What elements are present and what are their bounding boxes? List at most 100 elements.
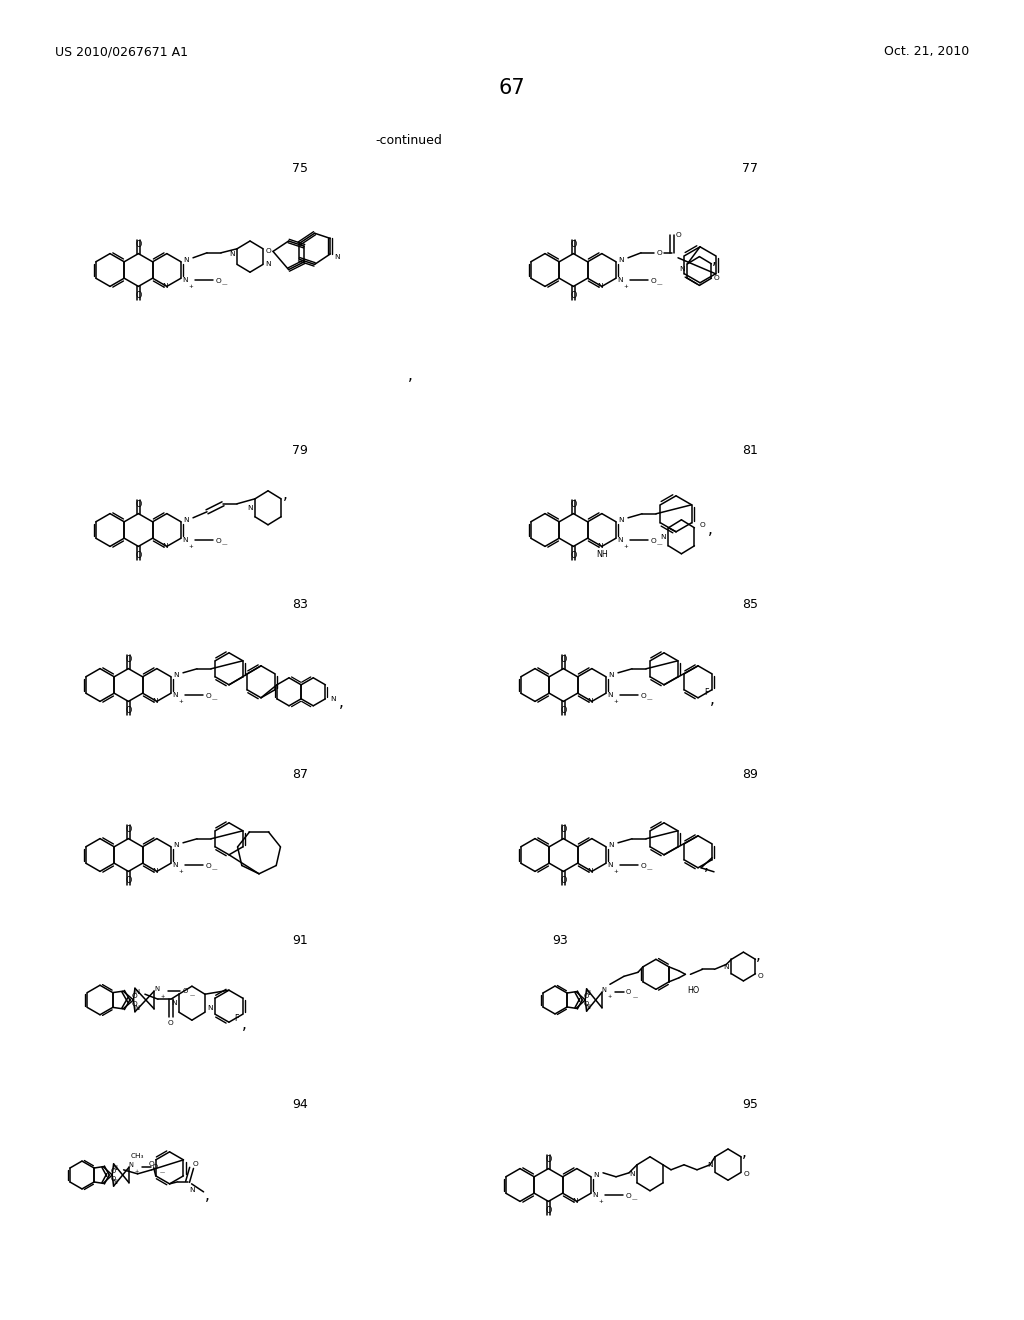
Text: O: O [111,1176,116,1181]
Text: 93: 93 [552,933,568,946]
Text: +: + [178,869,183,874]
Text: 87: 87 [292,768,308,781]
Text: O: O [650,539,656,544]
Text: N: N [182,537,187,544]
Text: HO: HO [687,986,699,995]
Text: O: O [743,1171,749,1177]
Text: N: N [113,1179,117,1185]
Text: —: — [657,543,663,548]
Text: O: O [675,232,681,238]
Text: O: O [148,1160,155,1167]
Text: N: N [630,1171,635,1177]
Text: N: N [162,284,168,289]
Text: —: — [212,698,218,702]
Text: N: N [172,692,178,698]
Text: N: N [335,253,340,260]
Text: N: N [592,1192,598,1199]
Text: ,: , [756,948,761,962]
Text: US 2010/0267671 A1: US 2010/0267671 A1 [55,45,188,58]
Text: N: N [618,517,624,523]
Text: 89: 89 [742,768,758,781]
Text: O: O [714,275,719,281]
Text: O: O [626,989,631,995]
Text: 81: 81 [742,444,758,457]
Text: O: O [135,500,141,510]
Text: NH: NH [596,550,607,560]
Text: +: + [188,544,194,549]
Text: N: N [155,986,160,993]
Text: N: N [173,672,179,677]
Text: O: O [125,655,132,664]
Text: N: N [182,277,187,284]
Text: ,: , [242,1016,247,1032]
Text: O: O [125,706,132,715]
Text: Oct. 21, 2010: Oct. 21, 2010 [884,45,969,58]
Text: O: O [111,1168,116,1175]
Text: O: O [584,994,589,999]
Text: O: O [215,279,221,284]
Text: O: O [758,973,763,978]
Text: ,: , [339,696,344,710]
Text: —: — [189,994,195,999]
Text: ,: , [408,367,413,383]
Text: O: O [135,290,141,300]
Text: +: + [613,869,618,874]
Text: —: — [212,867,218,873]
Text: O: O [625,1193,631,1199]
Text: —: — [647,867,653,873]
Text: N: N [607,692,612,698]
Text: O: O [650,279,656,284]
Text: N: N [113,1164,117,1171]
Text: N: N [597,544,602,549]
Text: 83: 83 [292,598,308,611]
Text: +: + [188,284,194,289]
Text: O: O [125,876,132,884]
Text: F: F [234,1014,240,1023]
Text: —: — [632,1197,638,1203]
Text: +: + [161,994,165,999]
Text: O: O [153,1164,158,1171]
Text: O: O [570,550,577,560]
Text: O: O [560,706,566,715]
Text: O: O [560,655,566,664]
Text: +: + [178,698,183,704]
Text: +: + [624,544,629,549]
Text: O: O [570,500,577,510]
Text: N: N [128,1163,133,1168]
Text: N: N [152,869,158,874]
Text: N: N [608,842,613,847]
Text: O: O [205,693,211,700]
Text: 77: 77 [742,161,758,174]
Text: N: N [601,987,606,994]
Text: N: N [162,544,168,549]
Text: 94: 94 [292,1098,308,1111]
Text: +: + [135,1168,139,1173]
Text: N: N [152,698,158,705]
Text: N: N [608,672,613,677]
Text: N: N [134,989,139,995]
Text: +: + [608,994,612,999]
Text: N: N [585,1005,590,1010]
Text: ,: , [205,1188,210,1204]
Text: ,: , [710,692,715,708]
Text: F: F [703,688,709,697]
Text: N: N [331,696,336,702]
Text: N: N [708,1162,713,1168]
Text: N: N [617,537,623,544]
Text: N: N [587,698,593,705]
Text: N: N [593,1172,599,1177]
Text: +: + [599,1199,603,1204]
Text: -continued: -continued [375,133,442,147]
Text: O: O [205,863,211,869]
Text: ,: , [703,858,709,874]
Text: N: N [229,251,234,257]
Text: O: O [135,240,141,249]
Text: —: — [657,282,663,288]
Text: —: — [222,282,227,288]
Text: N: N [587,869,593,874]
Text: O: O [560,825,566,834]
Text: ,: , [283,487,288,503]
Text: N: N [173,842,179,847]
Text: N: N [171,1001,177,1006]
Text: N: N [680,265,685,272]
